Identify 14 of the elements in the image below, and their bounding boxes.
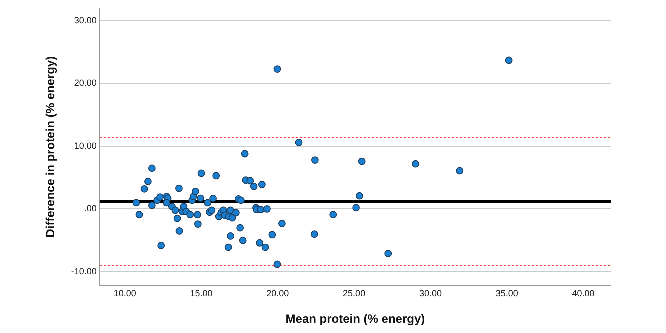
x-tick-label: 25.00 [343, 288, 366, 299]
x-tick-label: 40.00 [572, 288, 595, 299]
x-tick-label: 15.00 [190, 288, 213, 299]
x-tick-label: 35.00 [496, 288, 518, 299]
y-tick-label: 10.00 [74, 140, 97, 151]
y-tick-label: .00 [84, 204, 97, 214]
y-tick-label: 30.00 [74, 15, 97, 26]
y-axis-title: Difference in protein (% energy) [44, 56, 58, 238]
y-tick-label: 20.00 [74, 78, 97, 88]
x-tick-label: 30.00 [419, 288, 442, 299]
x-axis-title: Mean protein (% energy) [286, 312, 426, 326]
x-tick-label: 20.00 [266, 288, 290, 299]
y-tick-label: -10.00 [71, 266, 97, 276]
x-tick-label: 10.00 [114, 288, 136, 299]
